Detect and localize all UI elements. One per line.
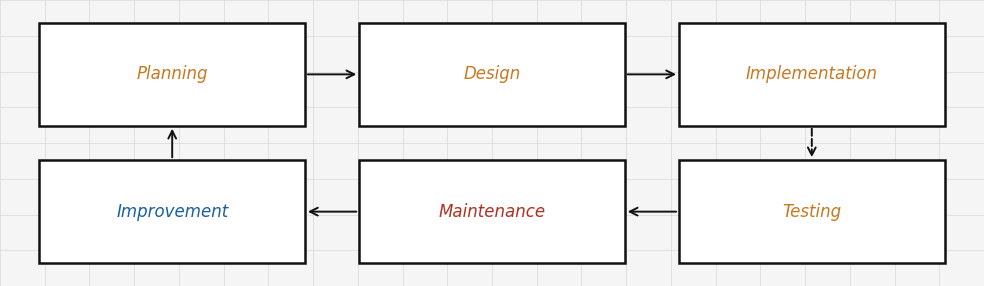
Bar [359, 23, 625, 126]
Bar [39, 23, 305, 126]
Text: Design: Design [463, 65, 521, 83]
Text: Testing: Testing [782, 203, 841, 221]
Bar [679, 160, 945, 263]
Text: Planning: Planning [137, 65, 208, 83]
Text: Maintenance: Maintenance [439, 203, 545, 221]
Bar [679, 23, 945, 126]
Text: Improvement: Improvement [116, 203, 228, 221]
Bar [359, 160, 625, 263]
Text: Implementation: Implementation [746, 65, 878, 83]
Bar [39, 160, 305, 263]
